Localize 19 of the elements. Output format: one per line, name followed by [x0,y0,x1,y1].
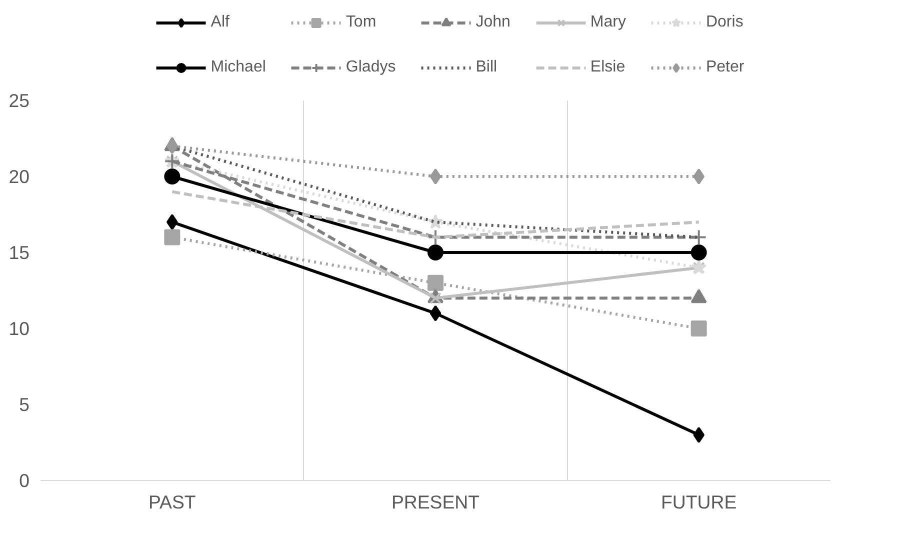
legend-label: Doris [706,14,744,32]
legend-label: Peter [706,58,744,76]
legend-label: Michael [210,58,266,76]
y-tick-label: 25 [8,90,30,111]
legend-label: Mary [590,14,626,32]
legend-label: Alf [210,14,230,32]
x-tick-label: FUTURE [661,492,737,512]
y-tick-label: 5 [19,394,30,415]
y-tick-label: 15 [8,242,30,263]
legend-label: Tom [346,14,376,32]
y-tick-label: 20 [8,166,30,187]
legend-label: Gladys [346,58,396,76]
x-tick-label: PRESENT [391,492,480,512]
legend-label: John [476,14,510,32]
legend-label: Bill [476,58,498,76]
y-tick-label: 10 [8,318,30,339]
x-tick-label: PAST [148,492,196,512]
legend-label: Elsie [590,58,626,76]
y-tick-label: 0 [19,470,30,491]
